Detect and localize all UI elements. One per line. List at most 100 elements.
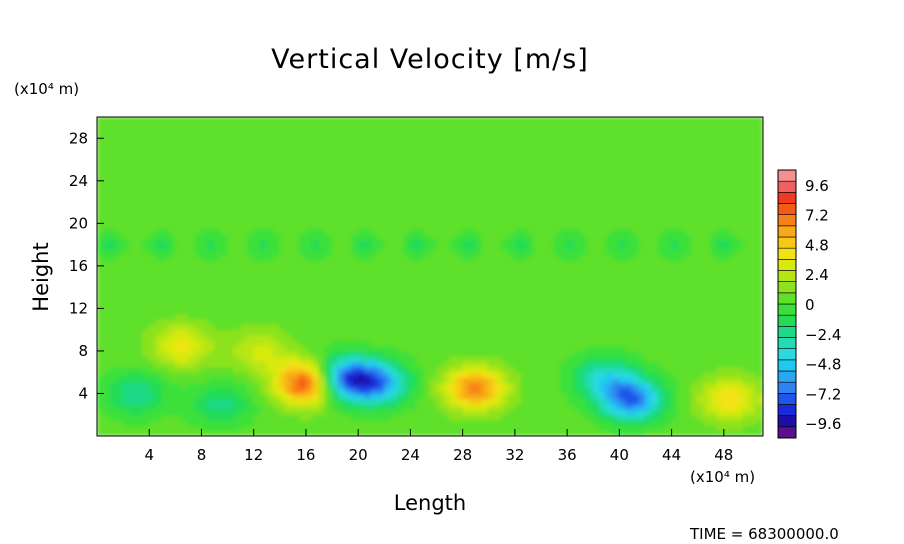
field-cell	[599, 398, 607, 405]
field-cell	[396, 398, 405, 405]
field-cell	[475, 408, 483, 416]
field-cell	[259, 206, 268, 214]
field-cell	[318, 345, 327, 352]
field-cell	[272, 137, 281, 145]
field-cell	[475, 361, 483, 368]
field-cell	[520, 153, 529, 161]
field-cell	[599, 355, 607, 363]
field-cell	[246, 117, 255, 123]
field-cell	[318, 164, 327, 171]
field-cell	[475, 424, 483, 432]
field-cell	[344, 228, 353, 235]
field-cell	[540, 217, 549, 224]
field-cell	[540, 153, 549, 161]
field-cell	[540, 345, 549, 352]
field-cell	[573, 430, 581, 436]
field-cell	[527, 121, 535, 129]
field-cell	[103, 408, 111, 416]
field-cell	[416, 121, 424, 129]
field-cell	[403, 276, 411, 283]
field-cell	[161, 270, 170, 277]
field-cell	[605, 302, 614, 309]
field-cell	[533, 164, 542, 171]
field-cell	[527, 339, 535, 347]
field-cell	[488, 244, 496, 251]
field-cell	[246, 377, 255, 384]
field-cell	[181, 329, 189, 336]
field-cell	[344, 201, 353, 208]
field-cell	[135, 323, 144, 331]
field-cell	[449, 302, 457, 309]
field-cell	[475, 153, 483, 161]
field-cell	[344, 185, 353, 192]
field-cell	[586, 377, 594, 384]
field-cell	[240, 307, 248, 315]
field-cell	[148, 334, 157, 341]
field-cell	[436, 196, 444, 203]
field-cell	[416, 339, 424, 347]
field-cell	[325, 329, 333, 336]
field-cell	[494, 185, 503, 192]
field-cell	[344, 430, 353, 436]
field-cell	[344, 392, 353, 400]
field-cell	[155, 143, 163, 150]
field-cell	[377, 387, 385, 394]
field-cell	[540, 318, 549, 325]
field-cell	[527, 164, 535, 171]
field-cell	[318, 323, 327, 331]
field-cell	[292, 180, 300, 187]
field-cell	[122, 392, 131, 400]
field-cell	[547, 276, 555, 283]
field-cell	[233, 228, 242, 235]
field-cell	[566, 430, 575, 436]
field-cell	[599, 323, 607, 331]
field-cell	[305, 206, 313, 214]
field-cell	[311, 329, 320, 336]
field-cell	[161, 174, 170, 182]
field-cell	[279, 313, 287, 320]
field-cell	[605, 201, 614, 208]
field-cell	[599, 217, 607, 224]
field-cell	[481, 424, 490, 432]
field-cell	[135, 408, 144, 416]
field-cell	[135, 164, 144, 171]
field-cell	[194, 329, 202, 336]
field-cell	[599, 297, 607, 304]
field-cell	[200, 117, 209, 123]
field-cell	[631, 382, 640, 389]
field-cell	[116, 350, 124, 357]
field-cell	[253, 392, 261, 400]
field-cell	[292, 398, 300, 405]
field-cell	[311, 302, 320, 309]
field-cell	[109, 254, 118, 262]
field-cell	[207, 196, 216, 203]
field-cell	[207, 217, 216, 224]
field-cell	[357, 180, 366, 187]
field-cell	[351, 190, 359, 198]
field-cell	[514, 196, 522, 203]
field-cell	[390, 270, 398, 277]
field-cell	[442, 137, 451, 145]
field-cell	[148, 206, 157, 214]
field-cell	[194, 153, 202, 161]
field-cell	[566, 302, 575, 309]
field-cell	[481, 185, 490, 192]
field-cell	[220, 143, 229, 150]
field-cell	[547, 302, 555, 309]
field-cell	[377, 265, 385, 272]
field-cell	[129, 430, 137, 436]
field-cell	[390, 169, 398, 176]
field-cell	[155, 414, 163, 421]
field-cell	[103, 276, 111, 283]
field-cell	[148, 201, 157, 208]
field-cell	[396, 212, 405, 219]
field-cell	[311, 212, 320, 219]
field-cell	[338, 403, 346, 410]
field-cell	[357, 265, 366, 272]
field-cell	[148, 302, 157, 309]
field-cell	[331, 137, 340, 145]
field-cell	[357, 403, 366, 410]
field-cell	[403, 355, 411, 363]
field-cell	[449, 190, 457, 198]
field-cell	[344, 270, 353, 277]
